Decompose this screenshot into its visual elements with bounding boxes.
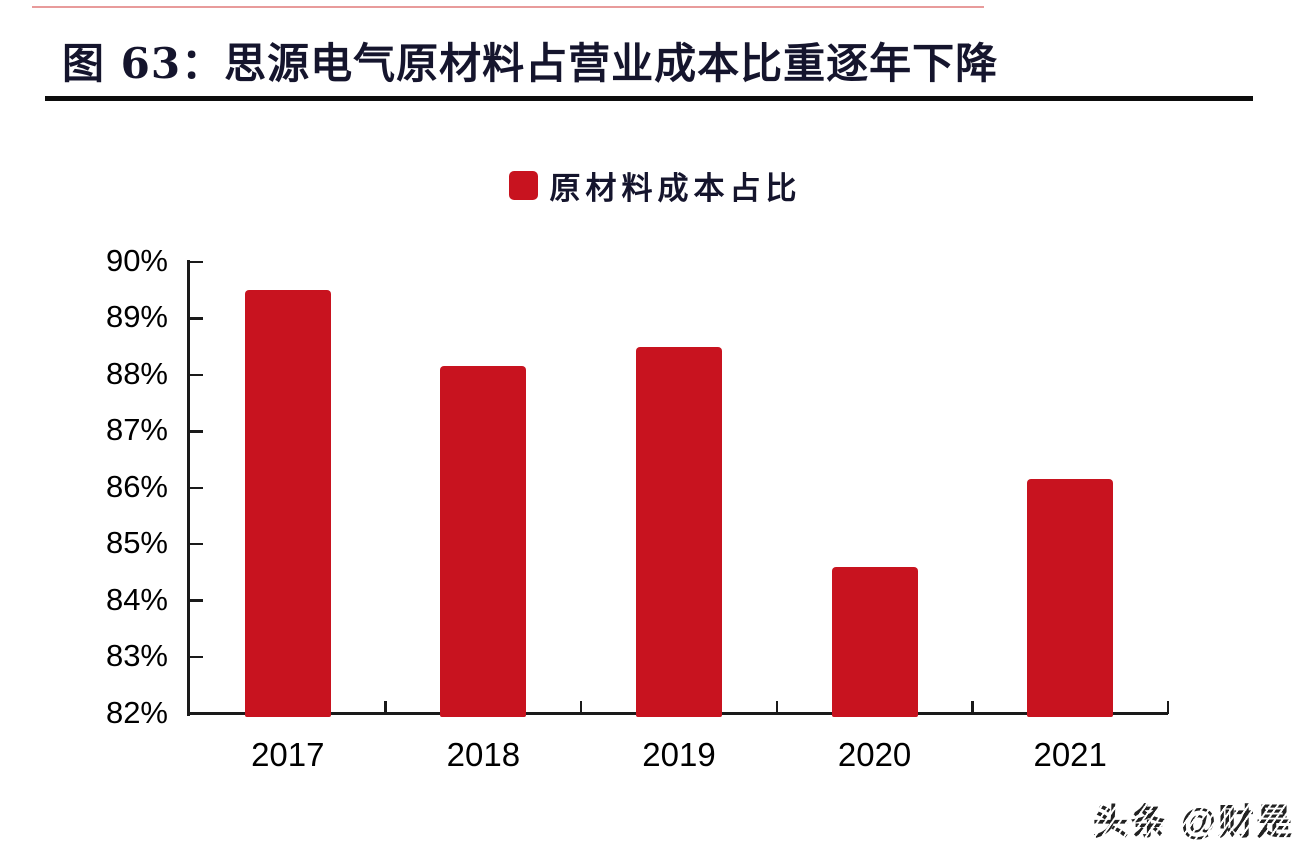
y-tick [190, 260, 203, 264]
y-tick [190, 655, 203, 659]
x-tick [971, 700, 974, 714]
y-tick-label: 89% [105, 299, 168, 335]
bar [440, 366, 527, 717]
y-tick [190, 542, 203, 546]
bar [1027, 479, 1114, 717]
x-tick [1166, 700, 1170, 714]
y-tick-label: 88% [105, 355, 168, 391]
x-tick [775, 700, 779, 714]
y-tick-label: 82% [105, 694, 168, 730]
y-tick [190, 712, 203, 715]
x-axis-label: 2019 [642, 736, 716, 773]
y-tick [190, 599, 203, 602]
y-tick [190, 317, 203, 320]
legend-label: 原材料成本占比 [549, 170, 802, 207]
y-tick-label: 84% [105, 581, 168, 617]
y-tick [190, 430, 203, 433]
watermark: 头条 @财是 [1092, 799, 1295, 845]
y-tick [190, 486, 203, 489]
x-axis-label: 2020 [837, 736, 912, 773]
x-axis-label: 2018 [446, 736, 521, 773]
top-accent-line [32, 6, 984, 8]
figure-title: 图 63：思源电气原材料占营业成本比重逐年下降 [62, 39, 999, 88]
x-axis-label: 2021 [1033, 736, 1107, 773]
bar [244, 290, 331, 717]
x-tick [579, 700, 583, 714]
y-tick-label: 83% [105, 638, 168, 674]
y-tick-label: 90% [105, 243, 168, 278]
y-axis-line [187, 260, 190, 716]
y-tick-label: 85% [105, 525, 168, 561]
chart-legend: 原材料成本占比 [0, 164, 1310, 207]
bar [831, 566, 918, 717]
y-tick-label: 87% [105, 412, 168, 448]
title-rule [45, 96, 1253, 101]
y-tick-label: 86% [105, 468, 168, 504]
y-tick [190, 373, 203, 377]
legend-swatch-icon [508, 170, 538, 200]
bar [636, 346, 722, 717]
x-tick [384, 700, 387, 714]
x-axis-label: 2017 [251, 736, 325, 773]
